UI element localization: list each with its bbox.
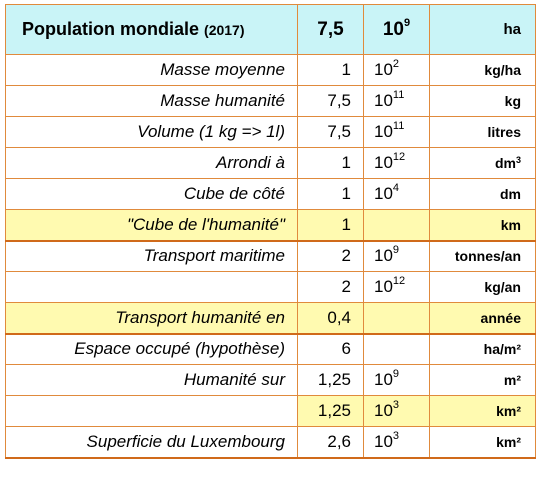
row-label: Superficie du Luxembourg bbox=[5, 426, 298, 459]
row-power: 1012 bbox=[363, 147, 430, 179]
row-power: 102 bbox=[363, 54, 430, 86]
row-unit: ha/m² bbox=[429, 332, 536, 365]
header-unit: ha bbox=[429, 4, 536, 55]
population-table: Population mondiale (2017) 7,5 109 ha Ma… bbox=[5, 4, 536, 459]
row-mantissa: 2,6 bbox=[297, 426, 364, 459]
row-unit: année bbox=[429, 302, 536, 334]
row-power bbox=[363, 209, 430, 241]
row-exponent: 11 bbox=[392, 89, 405, 101]
row-power bbox=[363, 302, 430, 334]
row-label bbox=[5, 271, 298, 303]
row-base: 10 bbox=[374, 122, 393, 141]
table-row: Transport maritime 2 109 tonnes/an bbox=[5, 239, 536, 272]
row-exponent: 9 bbox=[392, 368, 400, 380]
table-row: Masse humanité 7,5 1011 kg bbox=[5, 85, 536, 117]
row-exponent: 2 bbox=[392, 58, 400, 70]
header-row: Population mondiale (2017) 7,5 109 ha bbox=[5, 4, 536, 55]
row-power: 1012 bbox=[363, 271, 430, 303]
header-mantissa: 7,5 bbox=[297, 4, 364, 55]
table-row: Masse moyenne 1 102 kg/ha bbox=[5, 54, 536, 86]
row-unit-exponent: 3 bbox=[515, 155, 521, 165]
row-unit: kg bbox=[429, 85, 536, 117]
row-label bbox=[5, 395, 298, 427]
row-unit: km² bbox=[429, 395, 536, 427]
row-mantissa: 2 bbox=[297, 271, 364, 303]
table-row: 2 1012 kg/an bbox=[5, 271, 536, 303]
row-power bbox=[363, 332, 430, 365]
row-unit: kg/ha bbox=[429, 54, 536, 86]
table-row: Humanité sur 1,25 109 m² bbox=[5, 364, 536, 396]
row-base: 10 bbox=[374, 91, 393, 110]
row-mantissa: 1 bbox=[297, 147, 364, 179]
row-label: Masse moyenne bbox=[5, 54, 298, 86]
row-mantissa: 1 bbox=[297, 209, 364, 241]
row-power: 1011 bbox=[363, 85, 430, 117]
row-exponent: 12 bbox=[392, 151, 406, 163]
row-power: 1011 bbox=[363, 116, 430, 148]
row-label: Humanité sur bbox=[5, 364, 298, 396]
row-label: Volume (1 kg => 1l) bbox=[5, 116, 298, 148]
row-mantissa: 1 bbox=[297, 54, 364, 86]
row-power: 104 bbox=[363, 178, 430, 210]
table-row: 1,25 103 km² bbox=[5, 395, 536, 427]
row-mantissa: 1,25 bbox=[297, 364, 364, 396]
row-label: Arrondi à bbox=[5, 147, 298, 179]
row-power: 103 bbox=[363, 395, 430, 427]
row-exponent: 4 bbox=[392, 182, 400, 194]
row-unit: km bbox=[429, 209, 536, 241]
header-power: 109 bbox=[363, 4, 430, 55]
row-power: 109 bbox=[363, 239, 430, 272]
table-row: Transport humanité en 0,4 année bbox=[5, 302, 536, 334]
row-mantissa: 6 bbox=[297, 332, 364, 365]
row-unit: km² bbox=[429, 426, 536, 459]
row-exponent: 9 bbox=[392, 244, 400, 257]
row-base: 10 bbox=[374, 431, 393, 451]
row-label: "Cube de l'humanité" bbox=[5, 209, 298, 241]
row-unit: dm bbox=[429, 178, 536, 210]
row-exponent: 12 bbox=[392, 275, 406, 287]
table-row: "Cube de l'humanité" 1 km bbox=[5, 209, 536, 241]
row-power: 109 bbox=[363, 364, 430, 396]
row-base: 10 bbox=[374, 246, 393, 266]
header-exponent: 9 bbox=[404, 16, 411, 29]
row-base: 10 bbox=[374, 184, 393, 203]
row-label: Masse humanité bbox=[5, 85, 298, 117]
row-exponent: 11 bbox=[392, 120, 405, 132]
row-label: Espace occupé (hypothèse) bbox=[5, 332, 298, 365]
row-unit-base: dm bbox=[494, 155, 516, 171]
row-unit: litres bbox=[429, 116, 536, 148]
row-unit: kg/an bbox=[429, 271, 536, 303]
row-mantissa: 7,5 bbox=[297, 85, 364, 117]
title-year: (2017) bbox=[204, 22, 245, 38]
row-unit: tonnes/an bbox=[429, 239, 536, 272]
row-unit: dm3 bbox=[429, 147, 536, 179]
row-label: Cube de côté bbox=[5, 178, 298, 210]
table-title: Population mondiale bbox=[22, 19, 200, 39]
row-mantissa: 0,4 bbox=[297, 302, 364, 334]
row-label: Transport humanité en bbox=[5, 302, 298, 334]
table-row: Volume (1 kg => 1l) 7,5 1011 litres bbox=[5, 116, 536, 148]
table-row: Superficie du Luxembourg 2,6 103 km² bbox=[5, 426, 536, 459]
row-label: Transport maritime bbox=[5, 239, 298, 272]
row-exponent: 3 bbox=[392, 429, 400, 442]
row-mantissa: 1 bbox=[297, 178, 364, 210]
table-row: Espace occupé (hypothèse) 6 ha/m² bbox=[5, 332, 536, 365]
row-unit: m² bbox=[429, 364, 536, 396]
title-cell: Population mondiale (2017) bbox=[5, 4, 298, 55]
header-base: 10 bbox=[382, 18, 404, 40]
table-row: Cube de côté 1 104 dm bbox=[5, 178, 536, 210]
row-base: 10 bbox=[374, 370, 393, 389]
row-exponent: 3 bbox=[392, 399, 400, 411]
row-mantissa: 2 bbox=[297, 239, 364, 272]
row-mantissa: 7,5 bbox=[297, 116, 364, 148]
row-mantissa: 1,25 bbox=[297, 395, 364, 427]
row-power: 103 bbox=[363, 426, 430, 459]
table-row: Arrondi à 1 1012 dm3 bbox=[5, 147, 536, 179]
row-base: 10 bbox=[374, 153, 393, 172]
row-base: 10 bbox=[374, 277, 393, 296]
row-base: 10 bbox=[374, 401, 393, 420]
row-base: 10 bbox=[374, 60, 393, 79]
